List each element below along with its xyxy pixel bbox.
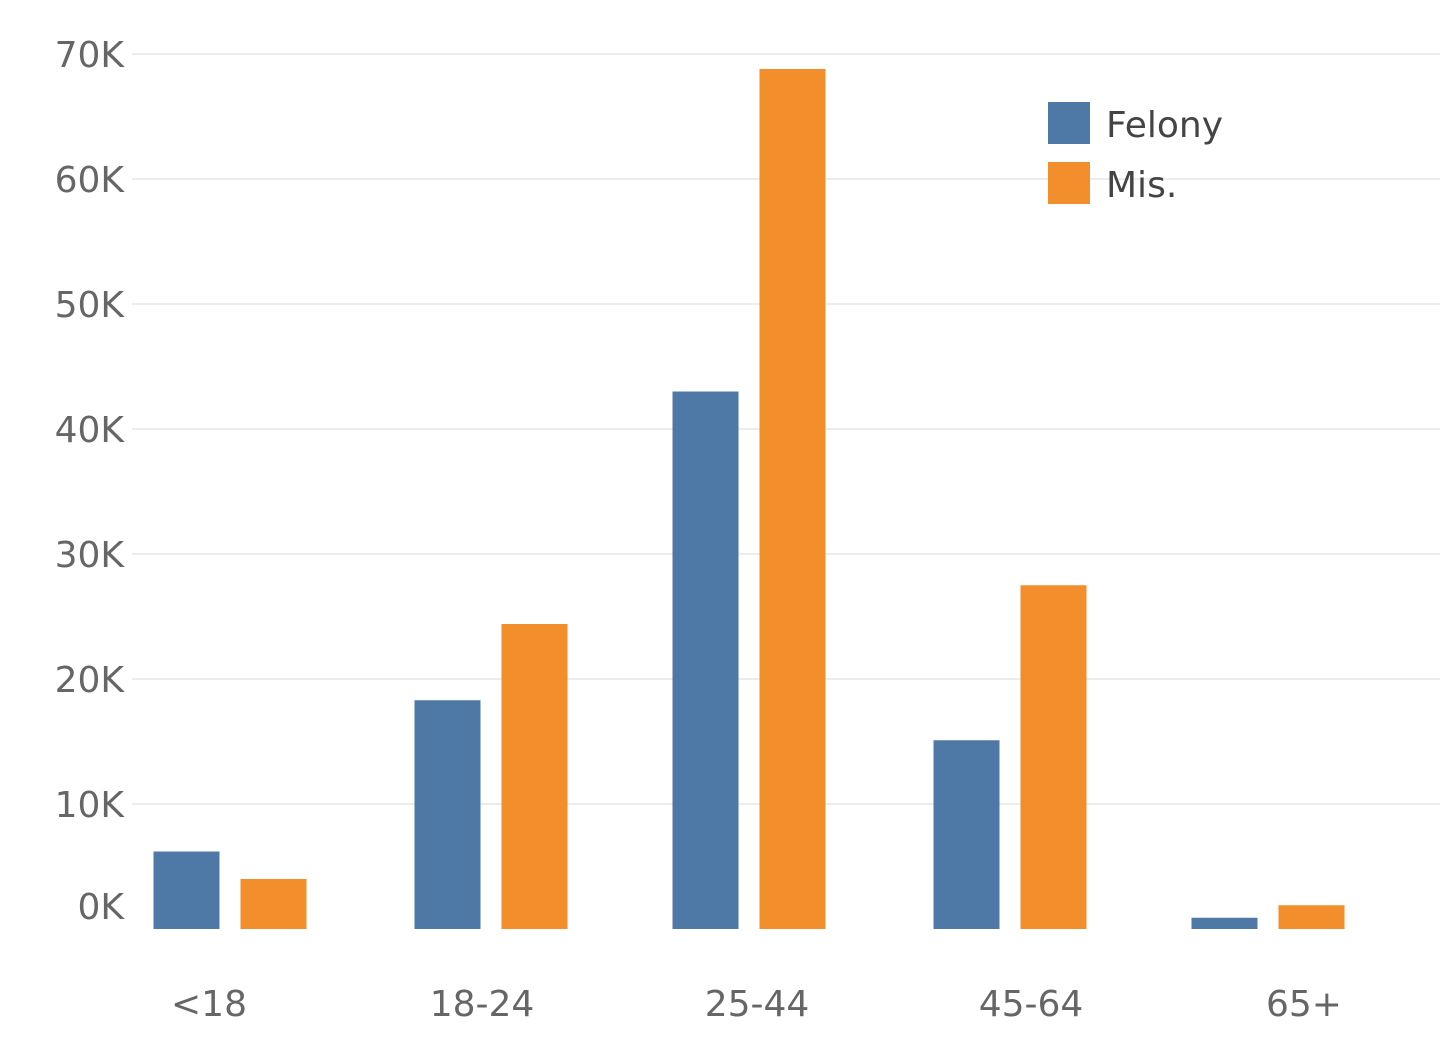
- bar-felony-1[interactable]: [415, 700, 481, 929]
- legend[interactable]: Felony Mis.: [1048, 102, 1223, 206]
- bar-mis-2[interactable]: [760, 69, 826, 929]
- y-tick-label: 0K: [77, 887, 125, 928]
- y-tick-label: 60K: [55, 160, 126, 201]
- bar-felony-0[interactable]: [154, 852, 220, 930]
- bar-felony-4[interactable]: [1192, 918, 1258, 929]
- x-category-label: 25-44: [705, 984, 810, 1025]
- y-axis-tick-labels: 0K 10K 20K 30K 40K 50K 60K 70K: [55, 35, 126, 928]
- x-axis-category-labels: <18 18-24 25-44 45-64 65+: [171, 984, 1342, 1025]
- legend-swatch[interactable]: [1048, 102, 1090, 144]
- legend-swatch[interactable]: [1048, 162, 1090, 204]
- y-tick-label: 10K: [55, 785, 126, 826]
- y-tick-label: 30K: [55, 535, 126, 576]
- y-tick-label: 20K: [55, 660, 126, 701]
- bar-mis-3[interactable]: [1021, 585, 1087, 929]
- bar-mis-1[interactable]: [502, 624, 568, 929]
- legend-label[interactable]: Felony: [1106, 105, 1223, 146]
- y-tick-label: 40K: [55, 410, 126, 451]
- x-category-label: 18-24: [430, 984, 535, 1025]
- bar-felony-3[interactable]: [934, 740, 1000, 929]
- bar-felony-2[interactable]: [673, 392, 739, 930]
- bar-mis-0[interactable]: [241, 879, 307, 929]
- y-tick-label: 70K: [55, 35, 126, 76]
- bar-mis-4[interactable]: [1279, 905, 1345, 929]
- legend-label[interactable]: Mis.: [1106, 165, 1177, 206]
- y-tick-label: 50K: [55, 285, 126, 326]
- x-category-label: 65+: [1266, 984, 1342, 1025]
- x-category-label: <18: [171, 984, 247, 1025]
- x-category-label: 45-64: [979, 984, 1084, 1025]
